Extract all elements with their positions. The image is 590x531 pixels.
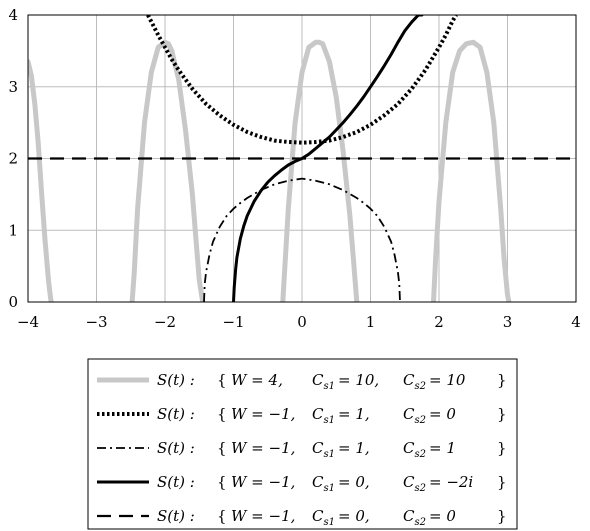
legend-cs1: Cs1 = 0, — [312, 473, 370, 494]
legend-entry-3: S(t) : {W = −1, Cs1 = 1, Cs2 = 1} — [157, 439, 507, 460]
y-tick-label: 0 — [8, 293, 18, 311]
legend-lhs: S(t) : — [157, 439, 195, 457]
legend-cs1: Cs1 = 0, — [312, 507, 370, 528]
x-tick-label: −1 — [222, 313, 244, 331]
legend-brace-close: } — [497, 371, 507, 389]
x-axis: −4 −3 −2 −1 0 1 2 3 4 — [17, 313, 581, 331]
legend-cs1: Cs1 = 10, — [312, 371, 379, 392]
legend-cs2: Cs2 = 10 — [403, 371, 466, 392]
series-line-4 — [232, 15, 424, 302]
x-tick-label: 3 — [503, 313, 513, 331]
legend-cs2: Cs2 = 0 — [403, 405, 456, 426]
x-tick-label: −4 — [17, 313, 39, 331]
legend-w: W = −1, — [231, 507, 295, 525]
y-tick-label: 1 — [8, 221, 18, 239]
x-tick-label: −2 — [154, 313, 176, 331]
legend-lhs: S(t) : — [157, 507, 195, 525]
legend-w: W = −1, — [231, 439, 295, 457]
x-tick-label: 2 — [434, 313, 444, 331]
x-tick-label: 0 — [297, 313, 307, 331]
x-tick-label: 1 — [366, 313, 376, 331]
legend-cs2: Cs2 = 1 — [403, 439, 456, 460]
legend-brace-close: } — [497, 473, 507, 491]
legend-box — [87, 358, 518, 530]
legend-cs2: Cs2 = 0 — [403, 507, 456, 528]
y-tick-label: 3 — [8, 78, 18, 96]
x-tick-label: 4 — [571, 313, 581, 331]
legend-brace-open: { — [217, 405, 227, 423]
legend-brace-open: { — [217, 439, 227, 457]
y-tick-label: 2 — [8, 150, 18, 168]
legend-w: W = −1, — [231, 405, 295, 423]
legend-lhs: S(t) : — [157, 405, 195, 423]
x-tick-label: −3 — [85, 313, 107, 331]
legend: S(t) :{W = 4, Cs1 = 10, Cs2 = 10}S(t) :{W = … — [87, 358, 518, 530]
legend-lhs: S(t) : — [157, 473, 195, 491]
y-axis: 0 1 2 3 4 — [8, 6, 18, 311]
series-layer — [28, 15, 576, 302]
legend-cs1: Cs1 = 1, — [312, 439, 370, 460]
legend-brace-close: } — [497, 507, 507, 525]
legend-brace-close: } — [497, 405, 507, 423]
series-line-3 — [203, 177, 401, 302]
legend-brace-open: { — [217, 473, 227, 491]
series-line-2 — [146, 15, 458, 145]
series-line-1 — [28, 39, 512, 302]
legend-brace-open: { — [217, 371, 227, 389]
legend-w: W = −1, — [231, 473, 295, 491]
legend-brace-close: } — [497, 439, 507, 457]
legend-w: W = 4, — [231, 371, 283, 389]
y-tick-label: 4 — [8, 6, 18, 24]
legend-brace-open: { — [217, 507, 227, 525]
legend-cs2: Cs2 = −2i — [403, 473, 473, 494]
plot-frame — [27, 14, 577, 303]
legend-lhs: S(t) : — [157, 371, 195, 389]
legend-cs1: Cs1 = 1, — [312, 405, 370, 426]
